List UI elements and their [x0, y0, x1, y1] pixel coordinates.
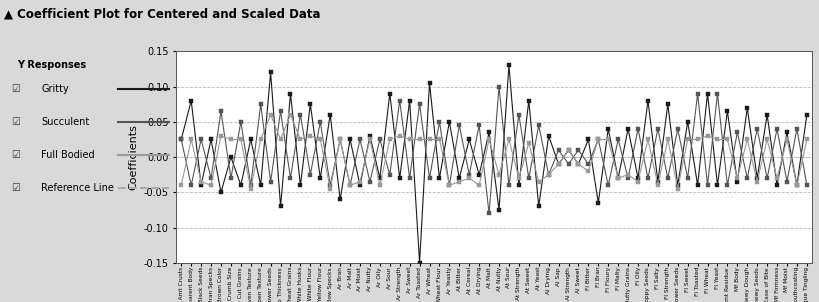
Y-axis label: Coefficients: Coefficients	[128, 124, 138, 190]
Text: ▲ Coefficient Plot for Centered and Scaled Data: ▲ Coefficient Plot for Centered and Scal…	[4, 8, 320, 21]
Text: Succulent: Succulent	[41, 117, 89, 127]
Text: ☑: ☑	[11, 149, 20, 160]
Text: Reference Line: Reference Line	[41, 183, 114, 193]
Text: Y Responses: Y Responses	[17, 60, 87, 70]
Text: ☑: ☑	[11, 84, 20, 94]
Text: ☑: ☑	[11, 117, 20, 127]
Text: Full Bodied: Full Bodied	[41, 149, 94, 160]
Text: Gritty: Gritty	[41, 84, 69, 94]
Text: ☑: ☑	[11, 183, 20, 193]
